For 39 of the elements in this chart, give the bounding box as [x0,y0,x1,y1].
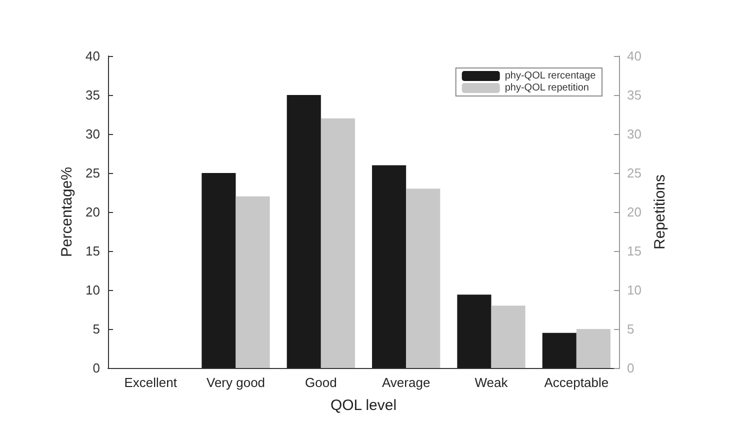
x-axis-title: QOL level [330,397,397,414]
y-tick-label: 15 [86,244,100,258]
bar [542,332,576,368]
y2-tick-label: 25 [627,166,642,180]
x-tick-label: Very good [206,375,266,390]
y-tick-label: 40 [86,48,100,64]
x-tick-label: Acceptable [544,375,609,390]
y2-axis-title: Repetitions [651,174,668,250]
y-tick-label: 10 [86,282,100,298]
x-tick-label: Good [305,375,337,390]
y-tick-label: 20 [86,204,100,220]
y-tick-label: 30 [86,126,100,142]
y2-tick-label: 30 [627,126,642,142]
x-tick-label: Weak [474,375,508,390]
y-tick-label: 35 [86,88,100,102]
legend-label: phy-QOL rercentage [504,70,596,82]
y2-tick-label: 20 [627,204,642,220]
y-tick-label: 5 [92,322,100,336]
y2-tick-label: 15 [627,244,642,258]
y-axis-title: Percentage% [58,166,76,258]
x-tick-label: Excellent [124,375,178,390]
bar [457,294,492,368]
y2-tick-label: 5 [627,322,634,336]
y2-tick-label: 35 [627,88,642,102]
y2-tick-label: 10 [627,282,642,298]
legend-label: phy-QOL repetition [504,82,589,94]
bar [576,329,610,368]
y-tick-label: 0 [92,360,100,376]
bar [372,165,406,368]
y2-tick-label: 0 [627,360,634,376]
bar [286,95,321,368]
y-tick-label: 25 [86,166,100,180]
x-tick-label: Average [382,375,430,390]
bar [320,118,355,368]
bar [491,306,526,368]
y2-tick-label: 40 [627,48,642,64]
bar [406,188,440,368]
bar [236,196,270,368]
bar [202,173,236,368]
